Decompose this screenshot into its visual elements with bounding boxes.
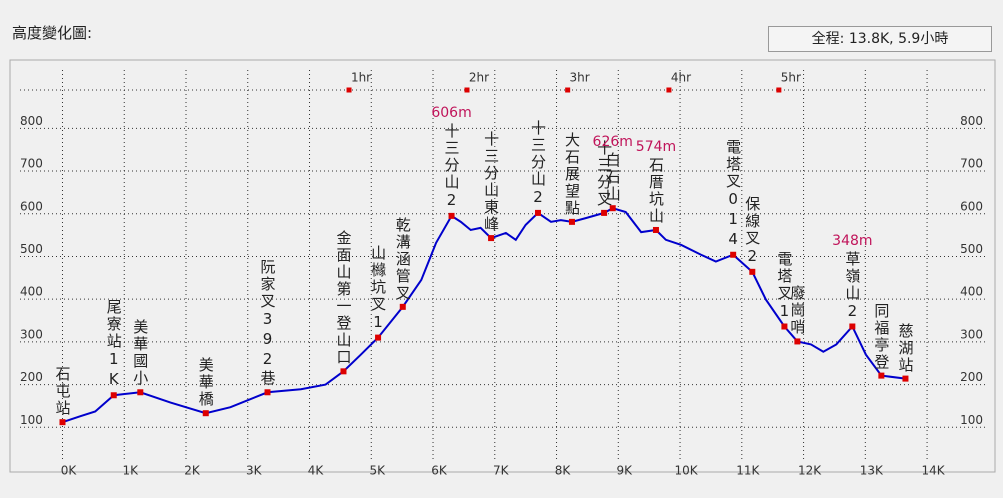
time-label: 2hr [469,71,489,85]
elevation-label: 606m [431,104,472,121]
waypoint-marker [601,209,608,216]
waypoint-marker [568,218,575,225]
waypoint-marker [399,303,406,310]
time-marker [666,87,672,93]
waypoint-label: 尾寮站1K [104,299,123,391]
y-tick-label: 100 [20,413,43,427]
y-tick-label-right: 700 [960,157,983,171]
page-title: 高度變化圖: [12,24,93,42]
waypoint-label: 十三分叉 [595,139,614,208]
time-marker [464,87,470,93]
waypoint-label: 保線叉2 [743,195,762,267]
elevation-label: 574m [635,138,677,155]
waypoint-label: 美華國小 [131,319,150,388]
waypoint-label: 石厝坑山 [646,156,665,225]
elevation-label: 348m [832,232,873,249]
waypoint-marker [849,323,856,330]
y-tick-label-right: 400 [960,285,983,299]
x-tick-label: 6K [431,464,448,478]
x-tick-label: 4K [308,464,325,478]
elevation-label: 626m [592,134,633,151]
time-label: 1hr [351,71,371,85]
time-marker [776,87,782,93]
waypoint-label: 十三分山2 [442,122,461,211]
time-label: 5hr [781,71,801,85]
time-label: 4hr [671,71,691,85]
waypoint-label: 石屯站 [53,366,72,418]
waypoint-marker [878,372,885,379]
y-tick-label-right: 500 [960,242,983,256]
waypoint-label: 電塔叉014 [724,138,743,250]
waypoint-label: 金面山第一登山口 [334,230,353,367]
y-tick-label: 400 [20,285,43,299]
y-tick-label-right: 600 [960,199,983,213]
y-tick-label: 200 [20,370,43,384]
waypoint-marker [781,323,788,330]
waypoint-label: 慈湖站 [896,322,915,374]
x-tick-label: 3K [246,464,263,478]
y-tick-label-right: 300 [960,327,983,341]
y-tick-label: 800 [20,114,43,128]
y-tick-label: 700 [20,157,43,171]
waypoint-label: 廢崗哨 [788,285,807,337]
waypoint-marker [609,205,616,212]
waypoint-marker [137,389,144,396]
waypoint-marker [202,410,209,417]
time-marker [565,87,571,93]
waypoint-marker [264,389,271,396]
waypoint-marker [794,338,801,345]
y-tick-label: 600 [20,199,43,213]
waypoint-marker [59,419,66,426]
waypoint-marker [448,212,455,219]
x-tick-label: 13K [860,464,884,478]
waypoint-marker [652,226,659,233]
time-label: 3hr [570,71,590,85]
y-tick-label-right: 800 [960,114,983,128]
x-tick-label: 10K [674,464,698,478]
waypoint-marker [488,235,495,242]
waypoint-marker [535,209,542,216]
waypoint-marker [902,375,909,382]
x-tick-label: 11K [736,464,760,478]
x-tick-label: 1K [122,464,139,478]
x-tick-label: 14K [921,464,945,478]
waypoint-label: 美華橋 [196,357,215,409]
waypoint-marker [340,368,347,375]
route-summary: 全程: 13.8K, 5.9小時 [768,26,992,52]
y-tick-label-right: 200 [960,370,983,384]
x-tick-label: 8K [555,464,572,478]
x-tick-label: 0K [61,464,78,478]
waypoint-label: 阮家叉392巷 [258,259,277,388]
x-tick-label: 12K [798,464,822,478]
x-tick-label: 5K [370,464,387,478]
waypoint-marker [730,251,737,258]
waypoint-marker [749,268,756,275]
x-tick-label: 9K [617,464,634,478]
y-tick-label: 300 [20,327,43,341]
waypoint-label: 十三分山2 [529,119,547,208]
x-tick-label: 7K [493,464,510,478]
waypoint-label: 十三分山東峰 [482,131,501,234]
y-tick-label: 500 [20,242,43,256]
waypoint-label: 大石展望點 [562,131,581,217]
waypoint-marker [375,334,382,341]
waypoint-label: 白石山 [603,152,622,204]
time-marker [346,87,352,93]
y-tick-label-right: 100 [960,413,983,427]
x-tick-label: 2K [184,464,201,478]
waypoint-marker [110,392,117,399]
waypoint-label: 電塔叉1 [775,250,794,322]
waypoint-label: 草嶺山2 [843,250,862,322]
waypoint-label: 山櫞坑叉1 [369,244,388,333]
waypoint-label: 乾溝涵管叉 [393,216,412,302]
waypoint-label: 同福亭登 [872,302,891,371]
